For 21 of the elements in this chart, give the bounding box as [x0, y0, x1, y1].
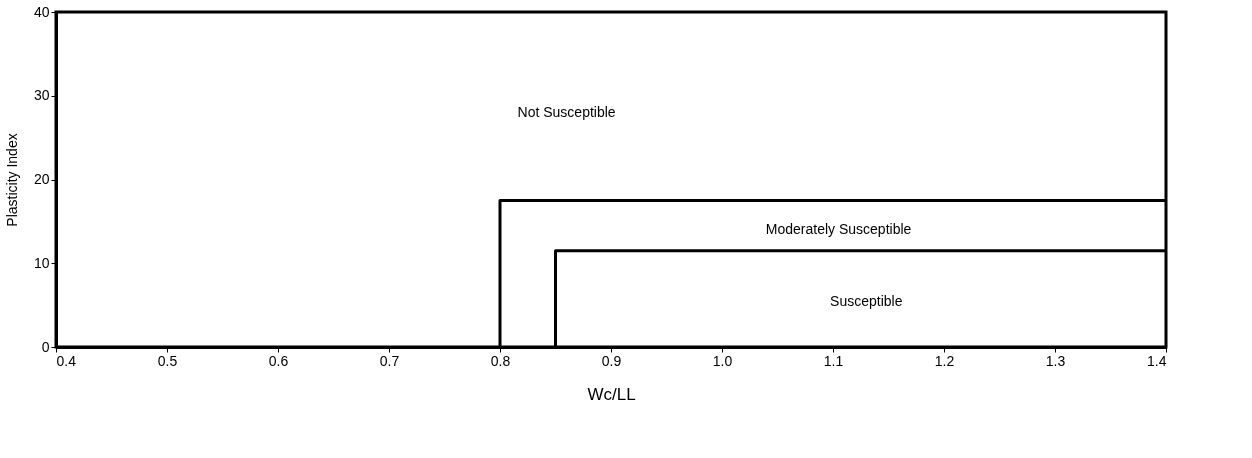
x-tick-label: 1.0 [712, 352, 733, 369]
y-tick-label: 0 [41, 338, 50, 355]
annotation: Moderately Susceptible [765, 220, 912, 237]
x-tick-label: 0.9 [601, 352, 622, 369]
y-tick-label: 30 [33, 87, 50, 104]
x-tick-label: 1.4 [1147, 352, 1167, 369]
x-tick-label: 1.3 [1045, 352, 1066, 369]
y-tick-label: 10 [33, 254, 50, 271]
annotation: Susceptible [830, 292, 903, 309]
x-tick-label: 0.5 [157, 352, 178, 369]
annotation: Not Susceptible [517, 103, 616, 120]
y-tick-label: 20 [33, 171, 50, 187]
x-tick-label: 1.1 [823, 352, 844, 369]
x-tick-label: 0.8 [490, 352, 511, 369]
x-tick-label: 0.4 [56, 352, 77, 369]
x-tick-label: 1.2 [934, 352, 955, 369]
y-tick-label: 40 [33, 3, 50, 20]
x-tick-label: 0.7 [379, 352, 400, 369]
x-axis-title: Wc/LL [587, 384, 636, 404]
y-axis-title: Plasticity Index [3, 133, 20, 227]
x-tick-label: 0.6 [268, 352, 289, 369]
